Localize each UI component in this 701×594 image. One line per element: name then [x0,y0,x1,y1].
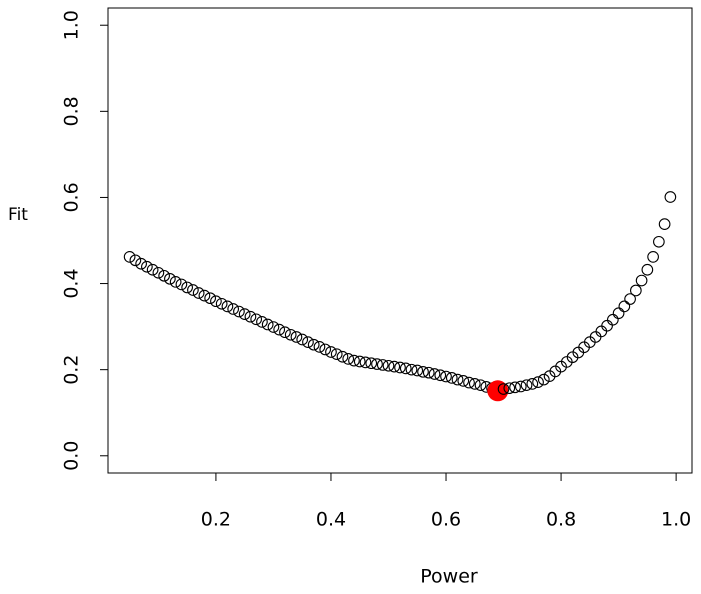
point [399,362,412,375]
point [445,371,458,384]
point [647,251,659,263]
point [164,272,176,285]
point [175,278,188,291]
point [273,323,286,336]
point [514,380,527,393]
point [497,383,510,395]
point [279,326,291,339]
point [440,370,452,383]
point [451,373,464,386]
x-tick-label: 0.2 [201,509,231,531]
point [141,260,153,273]
point [181,281,194,294]
point [463,376,475,389]
y-tick-label: 1.0 [61,10,83,40]
point [210,295,222,308]
highlight-point [487,380,509,402]
point [204,292,217,305]
y-tick-label: 0.6 [61,182,83,212]
point [434,369,447,382]
point [417,365,429,378]
point [503,382,516,395]
y-tick-label: 0.2 [61,355,83,385]
x-tick-label: 1.0 [661,509,691,531]
y-tick-label: 0.8 [61,96,83,126]
point [348,354,360,367]
point [296,333,309,346]
point [606,313,619,326]
point [336,350,349,363]
point [250,313,263,326]
point [601,319,613,332]
point [422,366,435,379]
point [227,303,240,315]
point [635,274,648,287]
point [468,378,481,390]
point [394,361,406,374]
y-tick-label: 0.4 [61,268,83,298]
point [152,266,165,279]
point [135,257,147,270]
point [267,321,280,333]
y-axis-label: Fit [8,205,28,225]
point [187,284,199,296]
point [618,300,631,313]
point [256,316,268,328]
point [405,363,418,376]
point [509,381,521,394]
point [365,357,378,370]
point [238,308,251,320]
point [595,325,608,338]
x-tick-label: 0.8 [546,509,576,531]
x-tick-label: 0.4 [316,509,346,531]
point [330,348,343,361]
point [123,251,136,263]
point [319,343,332,356]
point [658,218,671,230]
point [221,300,234,313]
point [532,376,544,389]
point [520,379,533,392]
point [630,284,642,297]
point [612,307,625,320]
point [624,293,636,305]
point [313,340,326,353]
point [215,297,228,310]
point [457,375,470,387]
point [261,318,274,331]
point [192,287,205,299]
point [233,305,245,318]
point [198,289,211,302]
point [146,263,159,276]
point [359,356,372,369]
point [129,254,142,267]
point [371,358,383,370]
point [353,355,366,368]
point [290,331,303,343]
point [302,336,314,348]
y-tick-label: 0.0 [61,441,83,471]
point [382,359,395,372]
point [284,328,297,341]
point [388,360,401,373]
point [653,235,665,248]
point [641,263,654,276]
x-axis-label: Power [420,566,478,588]
point [537,373,550,386]
point [158,269,170,282]
point [411,364,424,377]
point [169,275,182,288]
x-tick-label: 0.6 [431,509,461,531]
point [244,310,257,323]
point [342,353,355,365]
point [526,378,539,390]
plot-frame [107,7,693,474]
point [325,346,337,358]
point [474,379,487,392]
point [664,191,677,203]
point [307,338,320,351]
point [428,368,441,380]
point [376,359,389,371]
